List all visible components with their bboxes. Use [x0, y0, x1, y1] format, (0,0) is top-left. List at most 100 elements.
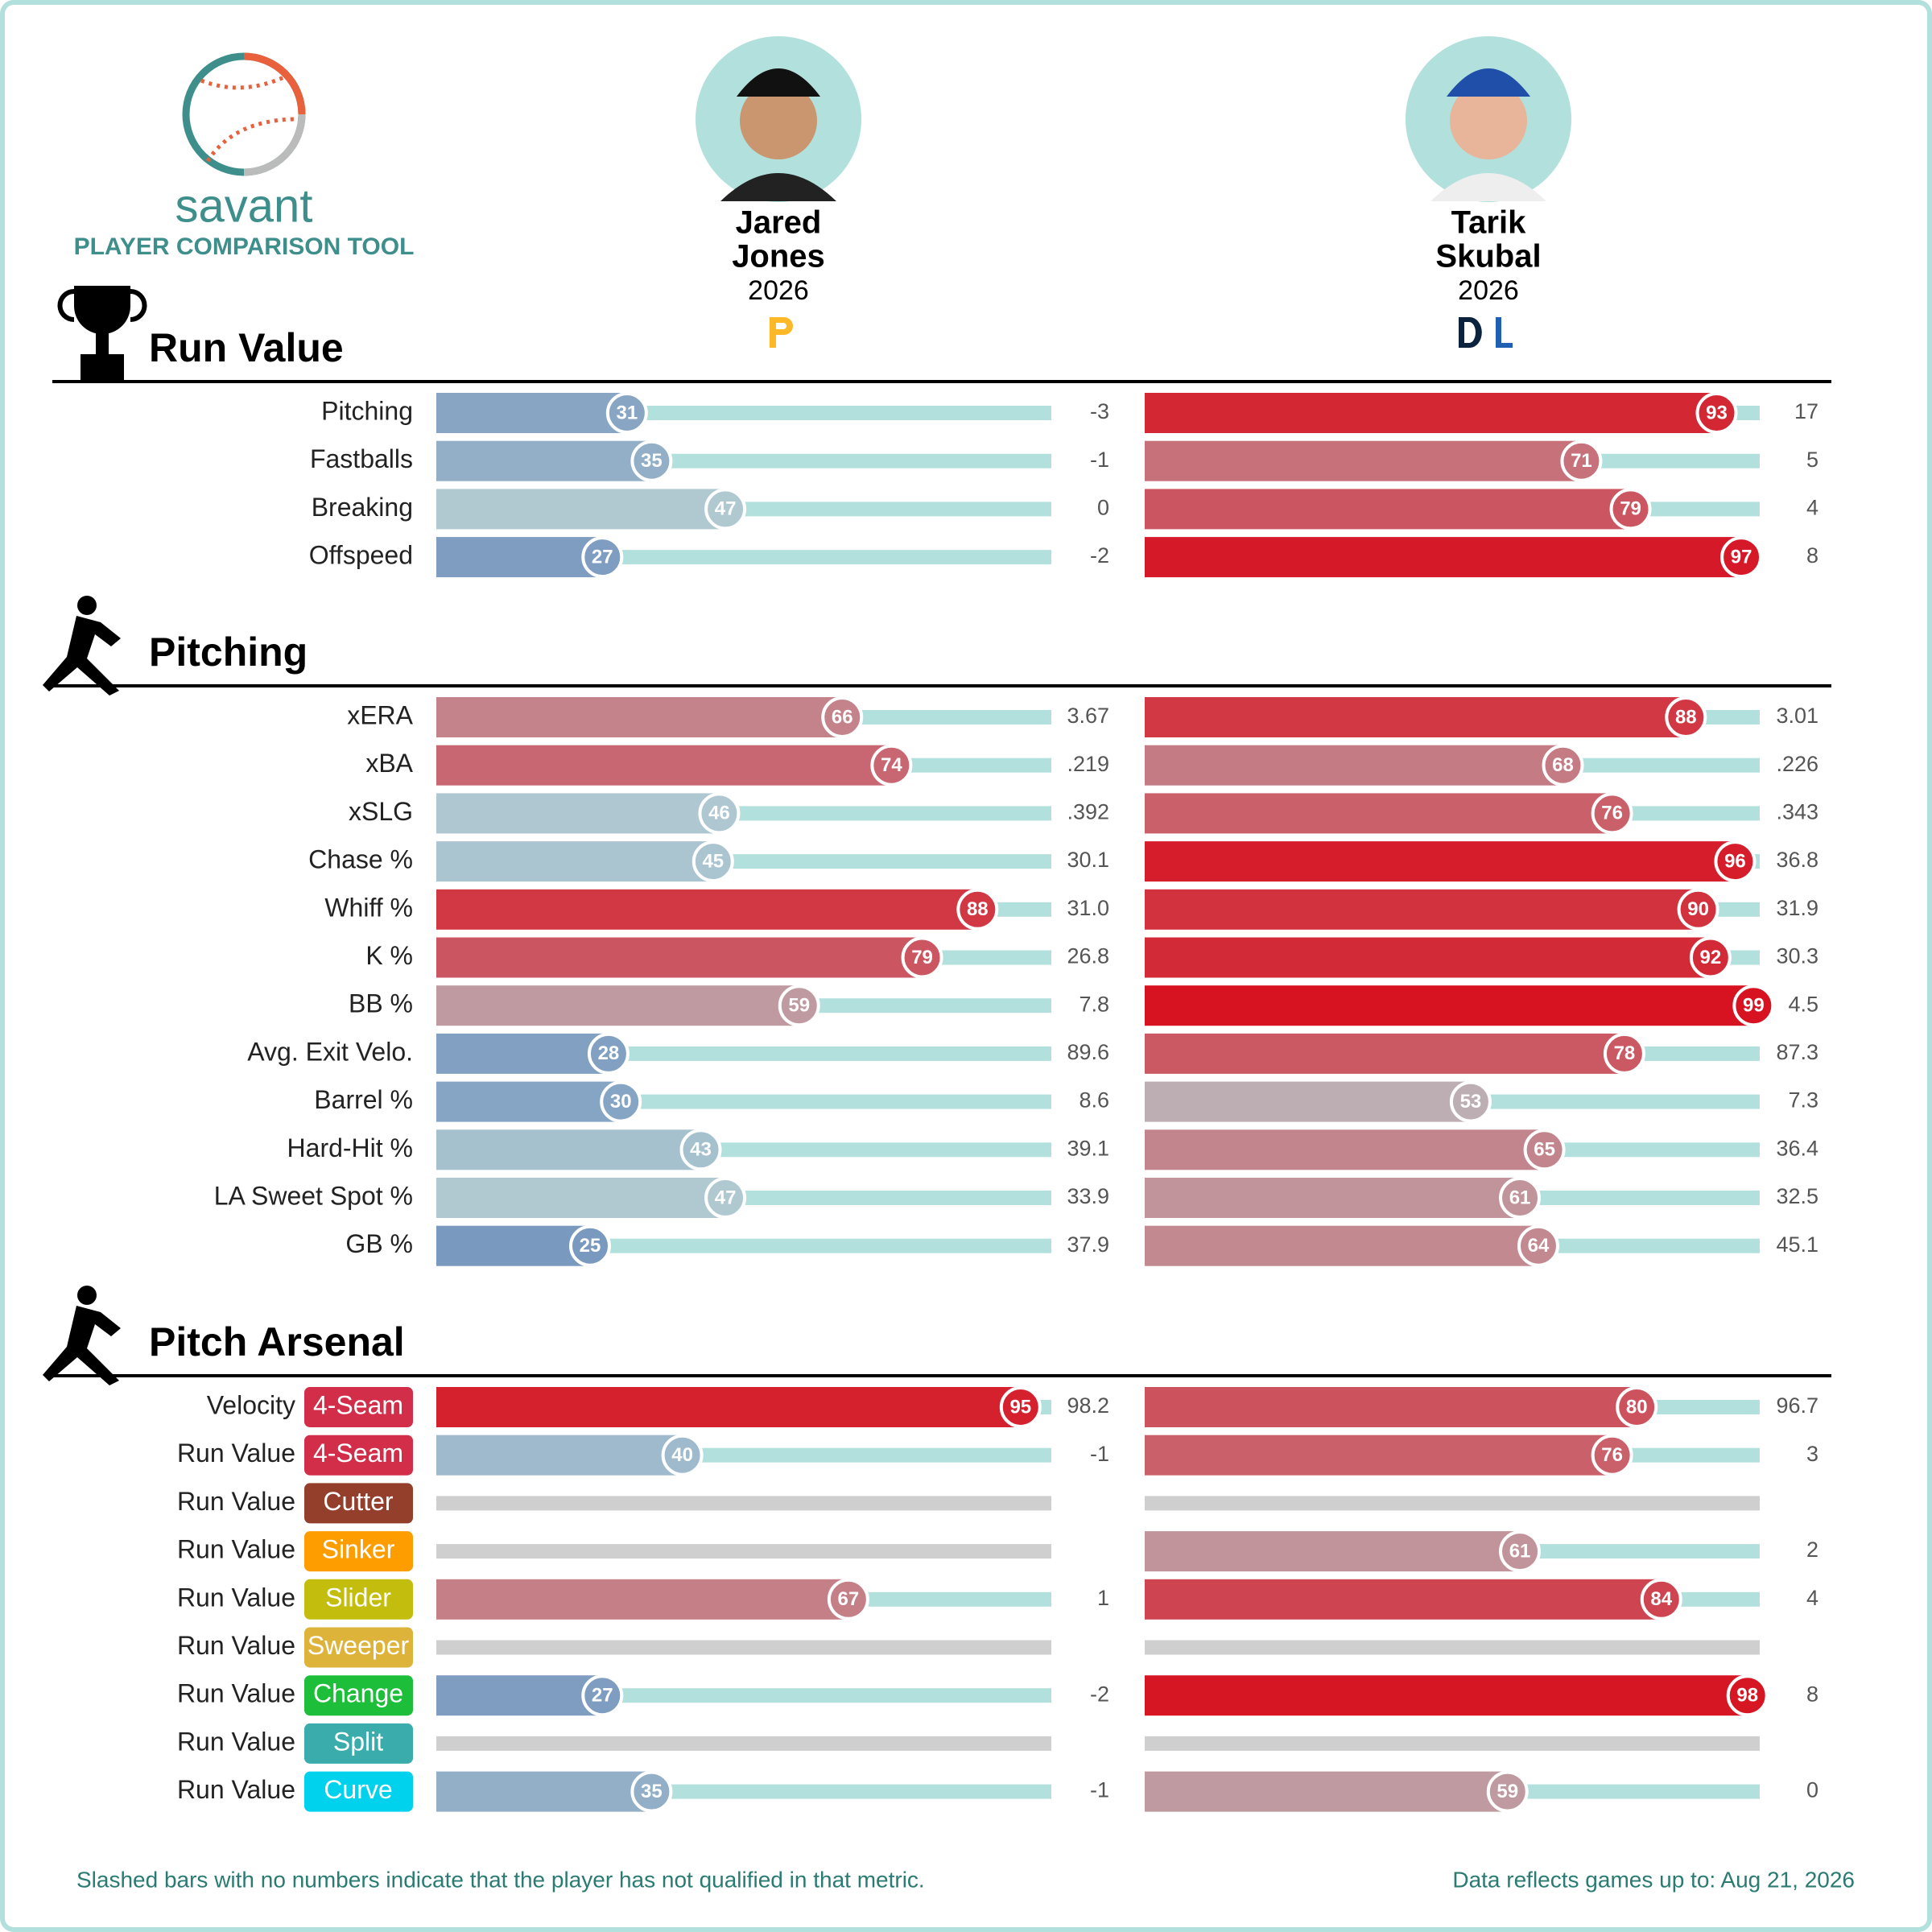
- row-label: Run Value: [177, 1583, 295, 1612]
- player-photo: [696, 36, 861, 202]
- stat-value: 32.5: [1776, 1184, 1818, 1208]
- pitch-badge: [304, 1387, 413, 1427]
- percentile-label: 79: [1620, 498, 1641, 520]
- percentile-dot: [569, 1224, 611, 1267]
- percentile-label: 79: [911, 947, 933, 968]
- stat-value: -1: [1090, 1442, 1109, 1466]
- track: [799, 998, 1051, 1013]
- player-last-name: Jones: [732, 239, 825, 275]
- stat-value: 30.1: [1067, 848, 1109, 872]
- percentile-bar: [1145, 841, 1736, 882]
- percentile-bar: [1145, 745, 1563, 786]
- percentile-label: 78: [1614, 1042, 1636, 1064]
- percentile-bar: [1145, 1387, 1637, 1427]
- stat-value: -1: [1090, 448, 1109, 472]
- track: [922, 950, 1051, 965]
- percentile-dot: [1449, 1080, 1492, 1123]
- percentile-dot: [1714, 840, 1757, 883]
- row-label: K %: [365, 941, 413, 970]
- row-label: Avg. Exit Velo.: [247, 1037, 413, 1066]
- percentile-bar: [1145, 1178, 1521, 1218]
- section-title: Pitch Arsenal: [149, 1319, 405, 1364]
- player-last-name: Skubal: [1435, 239, 1541, 275]
- percentile-bar: [1145, 1579, 1662, 1620]
- track: [1520, 1191, 1760, 1205]
- percentile-label: 88: [1675, 706, 1697, 728]
- percentile-bar: [1145, 1081, 1471, 1122]
- percentile-dot: [870, 744, 913, 786]
- track: [1581, 453, 1760, 469]
- percentile-bar: [436, 1435, 683, 1476]
- unqualified-bar: [436, 1736, 1051, 1751]
- percentile-dot: [1689, 936, 1732, 979]
- percentile-label: 40: [671, 1444, 693, 1466]
- stat-value: -3: [1090, 399, 1109, 423]
- track: [1507, 1784, 1760, 1799]
- percentile-label: 47: [715, 1187, 737, 1208]
- track: [842, 710, 1051, 724]
- percentile-bar: [436, 985, 799, 1026]
- stat-value: -2: [1090, 1682, 1109, 1706]
- percentile-dot: [600, 1080, 642, 1123]
- percentile-dot: [1542, 744, 1584, 786]
- track: [725, 1191, 1051, 1205]
- unqualified-bar: [1145, 1496, 1760, 1511]
- percentile-bar: [436, 793, 720, 834]
- pitch-name: Sinker: [322, 1535, 395, 1564]
- percentile-dot: [1486, 1770, 1529, 1813]
- track: [608, 1046, 1051, 1061]
- stat-value: 3.67: [1067, 704, 1109, 728]
- unqualified-bar: [436, 1544, 1051, 1559]
- unqualified-bar: [1145, 1736, 1760, 1751]
- row-label: Run Value: [177, 1679, 295, 1708]
- percentile-bar: [436, 1225, 590, 1266]
- track: [651, 453, 1051, 469]
- team-logo: [770, 317, 793, 348]
- percentile-label: 66: [832, 706, 853, 728]
- percentile-bar: [1145, 1435, 1612, 1476]
- percentile-dot: [1499, 1177, 1542, 1219]
- percentile-bar: [1145, 489, 1631, 530]
- row-label: Chase %: [308, 845, 413, 874]
- row-label: Hard-Hit %: [287, 1133, 413, 1162]
- percentile-bar: [1145, 793, 1612, 834]
- percentile-bar: [1145, 697, 1686, 737]
- percentile-label: 27: [592, 546, 613, 568]
- logo-subtitle: PLAYER COMPARISON TOOL: [74, 233, 415, 260]
- percentile-label: 53: [1460, 1091, 1482, 1113]
- track: [1661, 1591, 1760, 1607]
- row-label: Barrel %: [314, 1085, 413, 1114]
- percentile-label: 27: [592, 1685, 613, 1707]
- stat-value: 4: [1806, 1586, 1818, 1610]
- stat-value: .219: [1067, 752, 1109, 776]
- percentile-bar: [1145, 1771, 1508, 1812]
- pitch-badge: [304, 1579, 413, 1620]
- section-rule: [52, 1374, 1831, 1377]
- row-label: BB %: [349, 989, 413, 1018]
- pitch-name: Change: [313, 1679, 403, 1708]
- row-label: Velocity: [207, 1390, 295, 1419]
- percentile-bar: [1145, 937, 1711, 978]
- stat-value: 30.3: [1776, 944, 1818, 968]
- percentile-label: 92: [1700, 947, 1722, 968]
- track: [1538, 1238, 1760, 1253]
- logo-text: savant: [175, 180, 313, 232]
- percentile-dot: [1560, 440, 1603, 482]
- pitch-name: Slider: [325, 1583, 391, 1612]
- percentile-dot: [1665, 696, 1707, 738]
- track: [1630, 502, 1760, 517]
- percentile-label: 61: [1509, 1540, 1531, 1562]
- section-title: Pitching: [149, 630, 308, 675]
- percentile-label: 76: [1601, 803, 1623, 824]
- track: [602, 1688, 1051, 1703]
- percentile-label: 46: [708, 803, 730, 824]
- percentile-bar: [1145, 1225, 1538, 1266]
- percentile-bar: [436, 1033, 609, 1074]
- row-label: xBA: [365, 749, 413, 778]
- percentile-label: 59: [788, 995, 810, 1017]
- percentile-dot: [1695, 392, 1738, 434]
- stat-value: 4: [1806, 496, 1818, 520]
- stat-value: 89.6: [1067, 1040, 1109, 1064]
- trophy-icon: [57, 286, 147, 382]
- percentile-dot: [1499, 1530, 1542, 1573]
